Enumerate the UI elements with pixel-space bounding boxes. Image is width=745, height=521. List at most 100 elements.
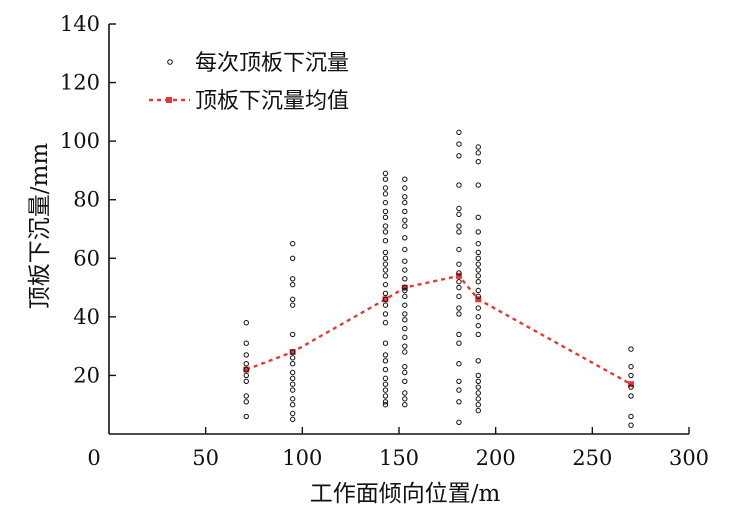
scatter-point	[456, 284, 462, 291]
scatter-point	[475, 305, 481, 311]
scatter-point	[402, 302, 408, 308]
mean-line	[245, 274, 632, 386]
scatter-point	[402, 208, 408, 215]
scatter-point	[382, 208, 389, 215]
scatter-point	[382, 352, 389, 358]
scatter-point	[402, 185, 408, 191]
scatter-point	[382, 185, 389, 191]
x-tick-label: 100	[282, 446, 322, 470]
mean-marker	[401, 284, 408, 291]
scatter-point	[402, 235, 408, 241]
scatter-point	[382, 402, 389, 408]
scatter-point	[289, 331, 296, 338]
mean-marker	[243, 366, 250, 373]
scatter-point	[382, 399, 389, 405]
scatter-point	[475, 372, 481, 379]
scatter-point	[402, 311, 408, 317]
scatter-point	[289, 396, 296, 402]
scatter-point	[243, 393, 249, 399]
scatter-point	[289, 302, 296, 308]
y-tick-label: 20	[73, 363, 100, 387]
scatter-point	[402, 402, 408, 408]
scatter-point	[382, 229, 389, 235]
legend-mean-marker	[166, 97, 172, 103]
scatter-point	[402, 390, 408, 396]
scatter-point	[243, 366, 249, 373]
scatter-point	[382, 311, 389, 317]
scatter-point	[243, 340, 249, 346]
legend: 每次顶板下沉量 顶板下沉量均值	[149, 51, 349, 114]
scatter-point	[628, 413, 634, 420]
scatter-point	[456, 361, 462, 367]
scatter-point	[382, 381, 389, 387]
scatter-point	[289, 255, 296, 261]
scatter-point	[456, 311, 462, 317]
scatter-point	[382, 267, 389, 273]
mean-series	[243, 272, 634, 388]
scatter-point	[382, 191, 389, 197]
scatter-point	[243, 378, 249, 384]
scatter-point	[243, 361, 249, 367]
scatter-point	[628, 422, 634, 428]
scatter-point	[402, 363, 408, 370]
scatter-point	[628, 363, 634, 370]
scatter-point	[382, 393, 389, 399]
scatter-point	[402, 293, 408, 300]
scatter-point	[475, 322, 481, 329]
plot-area	[108, 24, 689, 435]
scatter-point	[289, 281, 296, 288]
mean-marker	[382, 296, 389, 303]
scatter-point	[289, 387, 296, 393]
scatter-point	[243, 372, 249, 379]
scatter-point	[475, 384, 481, 390]
scatter-point	[456, 129, 462, 136]
y-tick-label: 100	[60, 129, 100, 153]
scatter-point	[382, 290, 389, 297]
scatter-point	[382, 340, 389, 346]
scatter-point	[628, 393, 634, 399]
scatter-point	[289, 296, 296, 302]
scatter-point	[456, 141, 462, 147]
scatter-point	[628, 384, 634, 390]
scatter-point	[382, 170, 389, 177]
x-axis-title: 工作面倾向位置/m	[310, 481, 501, 507]
scatter-point	[289, 240, 296, 247]
scatter-point	[475, 293, 481, 300]
legend-scatter-marker	[167, 59, 173, 65]
scatter-point	[475, 214, 481, 220]
scatter-point	[475, 314, 481, 320]
scatter-point	[456, 387, 462, 393]
scatter-point	[475, 150, 481, 156]
scatter-point	[243, 352, 249, 358]
scatter-point	[456, 153, 462, 159]
scatter-point	[402, 267, 408, 273]
scatter-point	[402, 276, 408, 282]
scatter-point	[475, 229, 481, 235]
scatter-point	[382, 296, 389, 302]
scatter-point	[402, 378, 408, 384]
scatter-point	[475, 390, 481, 396]
scatter-point	[402, 284, 408, 291]
scatter-point	[402, 396, 408, 402]
x-tick-label: 150	[379, 446, 419, 470]
scatter-point	[475, 287, 481, 294]
scatter-point	[289, 361, 296, 367]
scatter-point	[402, 287, 408, 294]
scatter-point	[475, 255, 481, 261]
scatter-point	[402, 246, 408, 253]
scatter-point	[382, 176, 389, 182]
y-tick-label: 140	[60, 12, 100, 36]
y-tick-label: 40	[73, 305, 100, 329]
mean-marker	[455, 272, 462, 279]
scatter-point	[475, 396, 481, 402]
scatter-point	[475, 144, 481, 150]
scatter-point	[289, 375, 296, 382]
scatter-point	[382, 358, 389, 364]
legend-scatter-label: 每次顶板下沉量	[195, 51, 349, 76]
scatter-point	[382, 366, 389, 373]
y-tick-label: 120	[60, 71, 100, 95]
scatter-point	[382, 302, 389, 308]
scatter-point	[402, 349, 408, 355]
scatter-point	[628, 346, 634, 352]
